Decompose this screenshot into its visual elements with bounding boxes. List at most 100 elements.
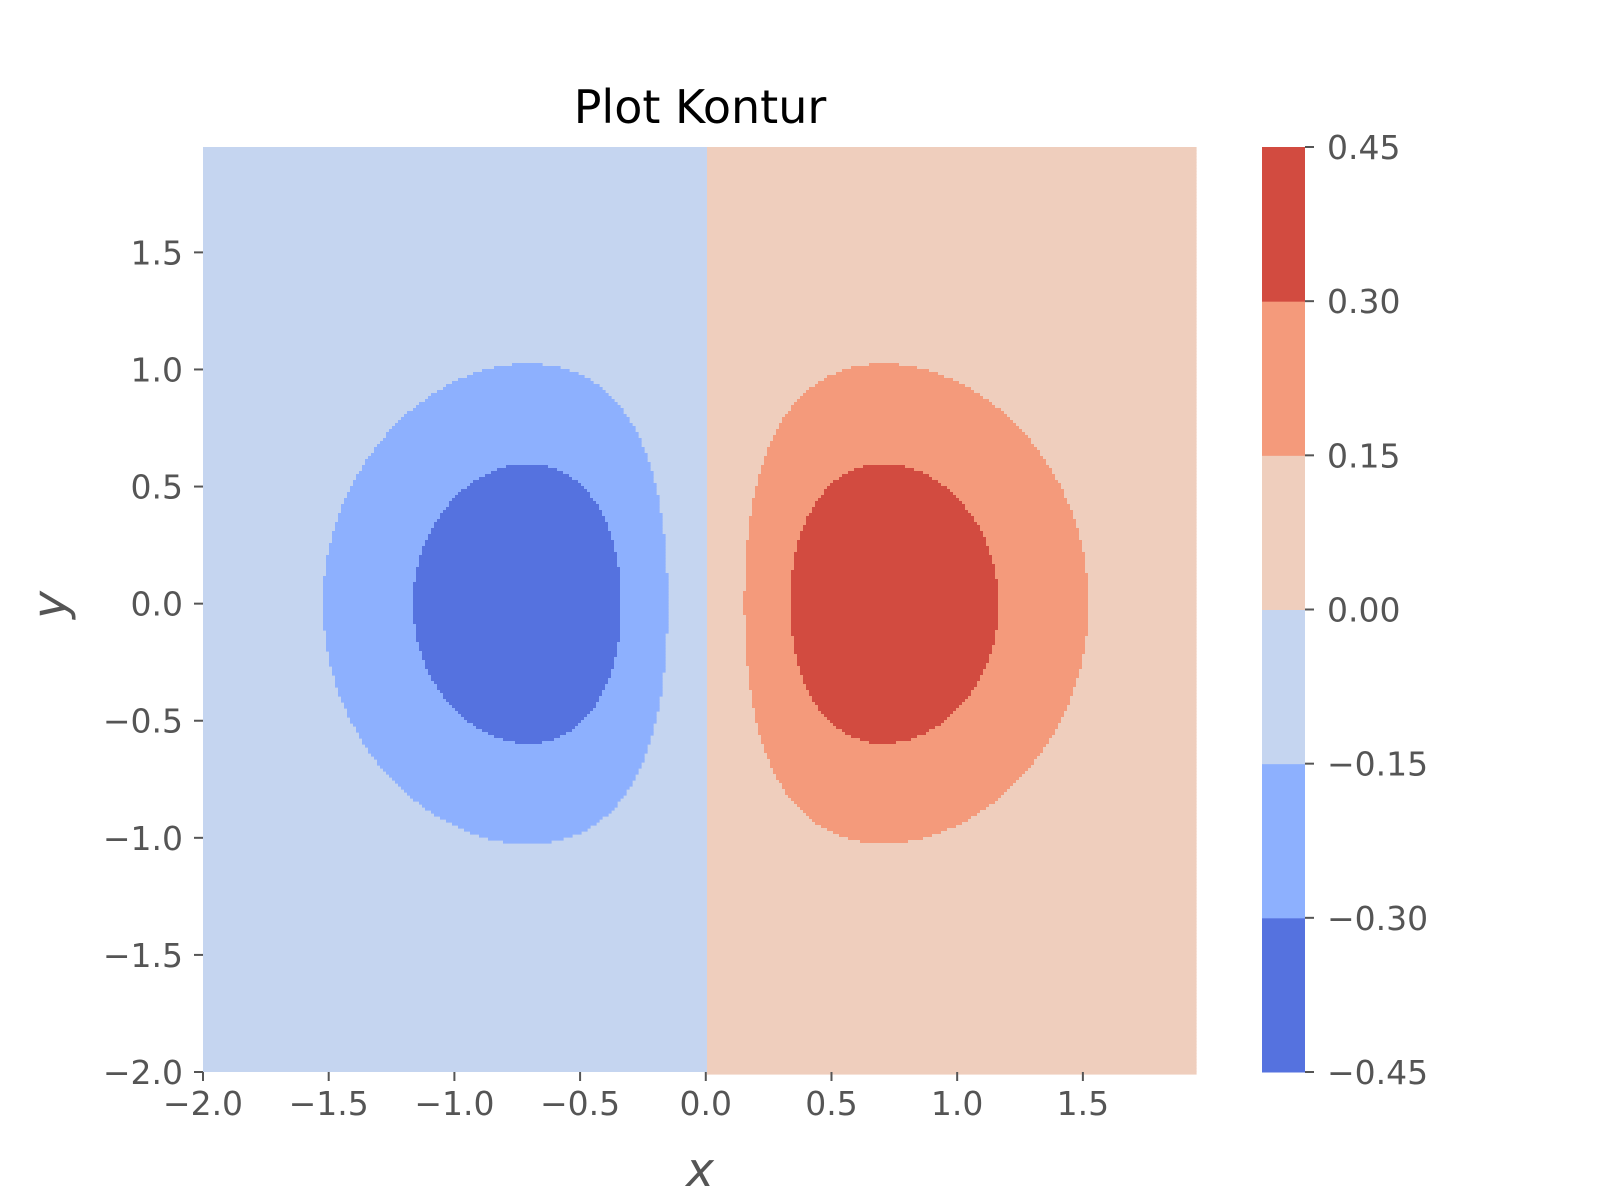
contour-band-cell xyxy=(812,696,969,700)
contour-band-cell xyxy=(1085,567,1197,571)
contour-band-cell xyxy=(707,441,771,445)
contour-band-cell xyxy=(707,513,753,517)
contour-band-cell xyxy=(617,555,666,559)
y-tick-label: −0.5 xyxy=(103,702,183,741)
contour-band-cell xyxy=(338,516,441,520)
contour-band-cell xyxy=(860,840,909,844)
colorbar-band xyxy=(1262,763,1305,919)
contour-band-cell xyxy=(824,378,954,382)
contour-band-cell xyxy=(941,483,1062,487)
contour-band-cell xyxy=(989,804,1197,808)
contour-band-cell xyxy=(425,666,615,670)
contour-band-cell xyxy=(707,885,1197,889)
contour-band-cell xyxy=(770,765,1032,769)
contour-band-cell xyxy=(1082,657,1197,661)
contour-band-cell xyxy=(707,912,1197,916)
contour-band-cell xyxy=(917,366,1197,370)
contour-band-cell xyxy=(431,810,612,814)
contour-band-cell xyxy=(1028,768,1197,772)
contour-band-cell xyxy=(707,582,747,586)
contour-band-cell xyxy=(608,678,663,682)
contour-band-cell xyxy=(620,606,669,610)
contour-band-cell xyxy=(437,390,606,394)
contour-band-cell xyxy=(383,438,642,442)
contour-band-cell xyxy=(419,645,618,649)
contour-band-cell xyxy=(974,519,1077,523)
contour-band-cell xyxy=(707,855,1197,859)
contour-band-cell xyxy=(707,192,1197,196)
contour-band-cell xyxy=(359,471,492,475)
contour-band-cell xyxy=(797,549,990,553)
contour-band-cell xyxy=(707,819,813,823)
contour-band-cell xyxy=(422,657,615,661)
contour-band-cell xyxy=(836,372,939,376)
contour-band-cell xyxy=(746,561,795,565)
contour-band-cell xyxy=(752,693,810,697)
contour-band-cell xyxy=(707,654,747,658)
contour-band-cell xyxy=(707,219,1197,223)
contour-band-cell xyxy=(707,438,774,442)
y-axis-label: y xyxy=(23,590,78,621)
contour-band-cell xyxy=(1031,441,1197,445)
contour-band-cell xyxy=(707,522,750,526)
contour-band-cell xyxy=(617,642,666,646)
contour-band-cell xyxy=(824,492,954,496)
contour-band-cell xyxy=(707,1029,1197,1033)
contour-band-cell xyxy=(1079,669,1197,673)
contour-band-cell xyxy=(413,615,621,619)
contour-band-cell xyxy=(800,531,984,535)
contour-band-cell xyxy=(329,546,423,550)
contour-band-cell xyxy=(323,609,414,613)
contour-band-cell xyxy=(746,543,798,547)
contour-band-cell xyxy=(803,525,981,529)
contour-band-cell xyxy=(1088,621,1197,625)
contour-band-cell xyxy=(620,612,669,616)
contour-band-cell xyxy=(755,708,819,712)
colorbar-band xyxy=(1262,609,1305,765)
contour-band-cell xyxy=(707,198,1197,202)
contour-band-cell xyxy=(1022,429,1197,433)
contour-band-cell xyxy=(707,393,804,397)
contour-band-cell xyxy=(323,618,414,622)
contour-band-cell xyxy=(776,432,1026,436)
contour-band-cell xyxy=(413,594,621,598)
contour-band-cell xyxy=(413,621,621,625)
contour-band-cell xyxy=(929,474,1056,478)
contour-band-cell xyxy=(1085,651,1197,655)
contour-band-cell xyxy=(1043,456,1197,460)
contour-band-cell xyxy=(818,498,960,502)
contour-band-cell xyxy=(590,495,660,499)
contour-band-cell xyxy=(428,672,612,676)
contour-band-cell xyxy=(707,669,750,673)
contour-band-cell xyxy=(707,243,1197,247)
contour-band-cell xyxy=(797,543,987,547)
contour-band-cell xyxy=(1043,750,1197,754)
contour-band-cell xyxy=(746,648,795,652)
contour-band-cell xyxy=(707,717,756,721)
contour-band-cell xyxy=(791,627,999,631)
contour-band-cell xyxy=(707,807,801,811)
contour-band-cell xyxy=(1088,627,1197,631)
contour-band-cell xyxy=(707,213,1197,217)
contour-band-cell xyxy=(326,573,417,577)
contour-band-cell xyxy=(323,582,414,586)
contour-band-cell xyxy=(791,588,999,592)
contour-band-cell xyxy=(323,585,414,589)
contour-band-cell xyxy=(368,747,648,751)
contour-band-cell xyxy=(989,549,1083,553)
contour-band-cell xyxy=(851,366,918,370)
contour-band-cell xyxy=(989,660,1083,664)
contour-band-cell xyxy=(350,720,468,724)
contour-band-cell xyxy=(944,720,1062,724)
contour-band-cell xyxy=(1082,549,1197,553)
contour-band-cell xyxy=(572,729,654,733)
contour-band-cell xyxy=(620,597,669,601)
contour-band-cell xyxy=(707,534,750,538)
contour-band-cell xyxy=(707,486,756,490)
contour-band-cell xyxy=(746,546,798,550)
contour-band-cell xyxy=(707,849,1197,853)
contour-band-cell xyxy=(413,603,621,607)
contour-band-cell xyxy=(992,645,1086,649)
contour-band-cell xyxy=(758,483,831,487)
contour-band-cell xyxy=(707,240,1197,244)
